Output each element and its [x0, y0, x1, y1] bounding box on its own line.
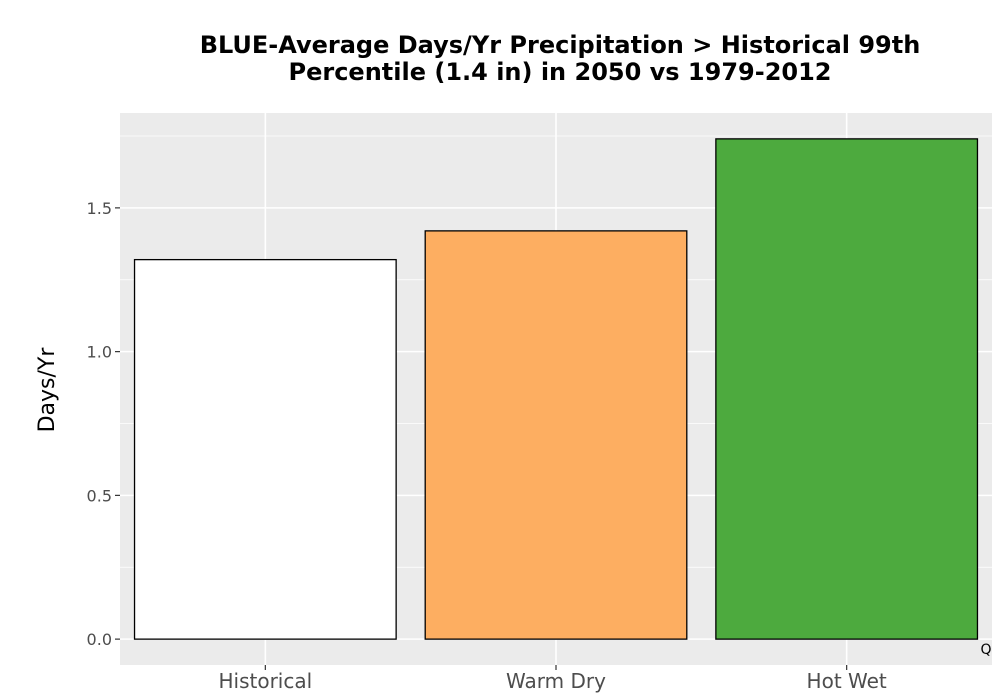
y-axis-label: Days/Yr: [35, 347, 60, 433]
y-tick-label: 1.0: [87, 343, 112, 362]
bars: [133, 138, 979, 640]
chart-title-line-1: BLUE-Average Days/Yr Precipitation > His…: [199, 31, 921, 59]
x-tick-label: Historical: [218, 669, 312, 693]
corner-mark: Q: [980, 642, 991, 658]
bar-hot-wet: [715, 138, 979, 640]
bar-warm-dry: [424, 230, 688, 640]
y-axis: 0.0 0.5 1.0 1.5: [87, 199, 120, 649]
bar-historical: [133, 258, 397, 640]
x-axis: Historical Warm Dry Hot Wet: [218, 665, 887, 693]
y-tick-label: 0.0: [87, 630, 112, 649]
x-tick-label: Hot Wet: [807, 669, 887, 693]
y-tick-label: 1.5: [87, 199, 112, 218]
x-tick-label: Warm Dry: [506, 669, 606, 693]
y-tick-label: 0.5: [87, 486, 112, 505]
chart-title-line-2: Percentile (1.4 in) in 2050 vs 1979-2012: [288, 58, 832, 86]
